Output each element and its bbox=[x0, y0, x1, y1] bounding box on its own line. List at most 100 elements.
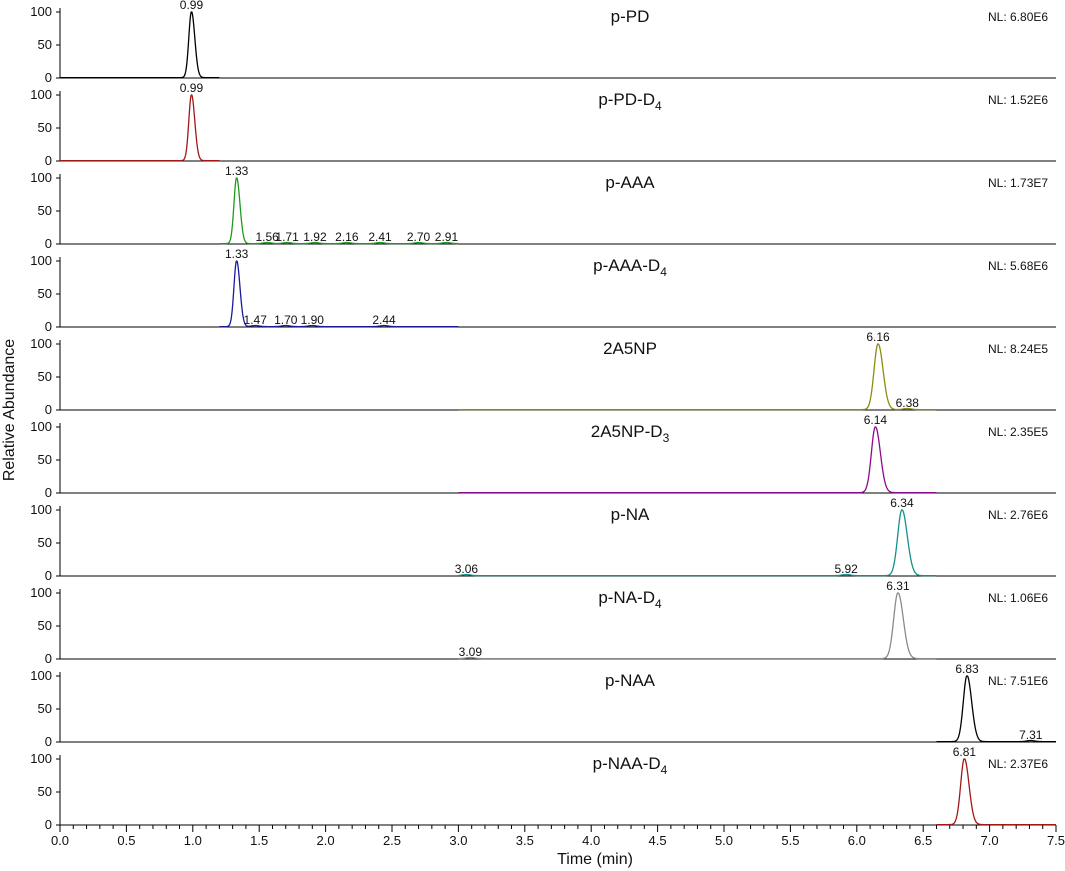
y-tick-label: 50 bbox=[38, 452, 52, 467]
y-tick-label: 0 bbox=[45, 319, 52, 334]
nl-value: NL: 1.73E7 bbox=[988, 176, 1048, 190]
series-trace bbox=[458, 426, 937, 494]
series-trace bbox=[458, 509, 937, 577]
x-tick-label: 2.0 bbox=[317, 833, 335, 848]
compound-name: p-NAA-D4 bbox=[593, 754, 668, 777]
x-tick-label: 0.5 bbox=[117, 833, 135, 848]
y-tick-label: 0 bbox=[45, 402, 52, 417]
series-trace bbox=[458, 343, 937, 411]
y-tick-label: 0 bbox=[45, 734, 52, 749]
panel-1: 0 50 100 0.99 p-PD-D4 NL: 1.52E6 bbox=[30, 81, 1056, 168]
y-tick-label: 100 bbox=[30, 170, 52, 185]
x-axis: 0.0 0.5 1.0 1.5 2.0 2.5 3.0 3.5 4.0 4.5 5.0 5.5 6.0 6… bbox=[51, 825, 1065, 848]
x-tick-label: 3.5 bbox=[516, 833, 534, 848]
compound-name: p-AAA bbox=[605, 173, 655, 192]
peak-label: 1.33 bbox=[225, 164, 249, 178]
minor-peak-label: 2.70 bbox=[407, 230, 431, 244]
y-tick-label: 50 bbox=[38, 701, 52, 716]
panel-5: 0 50 100 6.14 2A5NP-D3 NL: 2.35E5 bbox=[30, 413, 1056, 500]
y-axis-label: Relative Abundance bbox=[1, 339, 18, 481]
x-tick-label: 7.0 bbox=[981, 833, 999, 848]
minor-peak-label: 2.91 bbox=[435, 230, 459, 244]
series-trace bbox=[458, 592, 937, 660]
panel-9: 0 50 100 6.81 p-NAA-D4 NL: 2.37E6 bbox=[30, 745, 1056, 832]
peak-label: 6.34 bbox=[890, 496, 914, 510]
y-tick-label: 0 bbox=[45, 153, 52, 168]
y-tick-label: 50 bbox=[38, 618, 52, 633]
nl-value: NL: 8.24E5 bbox=[988, 342, 1048, 356]
panel-3: 0 50 100 1.33 1.47 1.70 1.90 2.44 p-AAA-D4 NL: 5.… bbox=[30, 247, 1056, 334]
peak-label: 0.99 bbox=[180, 0, 204, 12]
compound-name: p-NA-D4 bbox=[598, 588, 662, 611]
panel-0: 0 50 100 0.99 p-PD NL: 6.80E6 bbox=[30, 0, 1056, 85]
y-tick-label: 100 bbox=[30, 751, 52, 766]
y-tick-label: 50 bbox=[38, 37, 52, 52]
minor-peak-label: 1.70 bbox=[274, 313, 298, 327]
y-tick-label: 0 bbox=[45, 485, 52, 500]
y-tick-label: 0 bbox=[45, 70, 52, 85]
minor-peak-label: 1.56 bbox=[255, 230, 279, 244]
panel-7: 0 50 100 6.31 3.09 p-NA-D4 NL: 1.06E6 bbox=[30, 579, 1056, 666]
minor-peak-label: 1.71 bbox=[275, 230, 299, 244]
x-tick-label: 6.5 bbox=[914, 833, 932, 848]
peak-label: 6.81 bbox=[953, 745, 977, 759]
minor-peak-label: 2.41 bbox=[368, 230, 392, 244]
y-tick-label: 50 bbox=[38, 784, 52, 799]
panel-2: 0 50 100 1.33 1.561.71 1.92 2.16 2.41 2.70 2.91 p-… bbox=[30, 164, 1056, 251]
compound-name: p-PD-D4 bbox=[598, 90, 662, 113]
y-tick-label: 100 bbox=[30, 253, 52, 268]
panel-6: 0 50 100 6.34 3.06 5.92 p-NA NL: 2.76E6 bbox=[30, 496, 1056, 583]
nl-value: NL: 2.76E6 bbox=[988, 508, 1048, 522]
series-trace bbox=[60, 94, 220, 162]
minor-peak-label: 2.44 bbox=[372, 313, 396, 327]
x-tick-label: 1.5 bbox=[250, 833, 268, 848]
panel-4: 0 50 100 6.16 6.38 2A5NP NL: 8.24E5 bbox=[30, 330, 1056, 417]
minor-peak-label: 6.38 bbox=[896, 396, 920, 410]
compound-name: 2A5NP bbox=[603, 339, 657, 358]
chromatogram-panels: 0 50 100 0.99 p-PD NL: 6.80E6 0 50 100 0.99 p-PD-D… bbox=[30, 0, 1056, 832]
minor-peak-label: 1.90 bbox=[301, 313, 325, 327]
peak-label: 6.16 bbox=[866, 330, 890, 344]
y-tick-label: 50 bbox=[38, 286, 52, 301]
y-tick-label: 0 bbox=[45, 568, 52, 583]
y-tick-label: 50 bbox=[38, 120, 52, 135]
y-tick-label: 50 bbox=[38, 203, 52, 218]
minor-peak-label: 2.16 bbox=[335, 230, 359, 244]
peak-label: 0.99 bbox=[180, 81, 204, 95]
nl-value: NL: 2.35E5 bbox=[988, 425, 1048, 439]
x-axis-label: Time (min) bbox=[557, 851, 633, 868]
x-tick-label: 5.0 bbox=[715, 833, 733, 848]
minor-peak-label: 5.92 bbox=[834, 562, 858, 576]
compound-name: 2A5NP-D3 bbox=[591, 422, 670, 445]
peak-label: 6.31 bbox=[886, 579, 910, 593]
panel-8: 0 50 100 6.83 7.31 p-NAA NL: 7.51E6 bbox=[30, 662, 1056, 749]
x-tick-label: 4.0 bbox=[582, 833, 600, 848]
y-tick-label: 100 bbox=[30, 502, 52, 517]
y-tick-label: 100 bbox=[30, 419, 52, 434]
y-tick-label: 100 bbox=[30, 336, 52, 351]
y-tick-label: 100 bbox=[30, 4, 52, 19]
nl-value: NL: 2.37E6 bbox=[988, 757, 1048, 771]
series-trace bbox=[60, 11, 220, 79]
nl-value: NL: 7.51E6 bbox=[988, 674, 1048, 688]
x-tick-label: 7.5 bbox=[1047, 833, 1065, 848]
compound-name: p-AAA-D4 bbox=[593, 256, 667, 279]
minor-peak-label: 1.92 bbox=[303, 230, 327, 244]
minor-peak-label: 3.06 bbox=[455, 562, 479, 576]
compound-name: p-PD bbox=[611, 7, 650, 26]
y-tick-label: 100 bbox=[30, 87, 52, 102]
x-tick-label: 5.5 bbox=[781, 833, 799, 848]
minor-peak-label: 1.47 bbox=[244, 313, 268, 327]
nl-value: NL: 1.06E6 bbox=[988, 591, 1048, 605]
y-tick-label: 50 bbox=[38, 369, 52, 384]
peak-label: 6.83 bbox=[955, 662, 979, 676]
x-tick-label: 6.0 bbox=[848, 833, 866, 848]
y-tick-label: 0 bbox=[45, 651, 52, 666]
x-tick-label: 1.0 bbox=[184, 833, 202, 848]
y-tick-label: 0 bbox=[45, 817, 52, 832]
nl-value: NL: 1.52E6 bbox=[988, 93, 1048, 107]
y-tick-label: 100 bbox=[30, 668, 52, 683]
x-tick-label: 0.0 bbox=[51, 833, 69, 848]
minor-peak-label: 7.31 bbox=[1019, 728, 1043, 742]
